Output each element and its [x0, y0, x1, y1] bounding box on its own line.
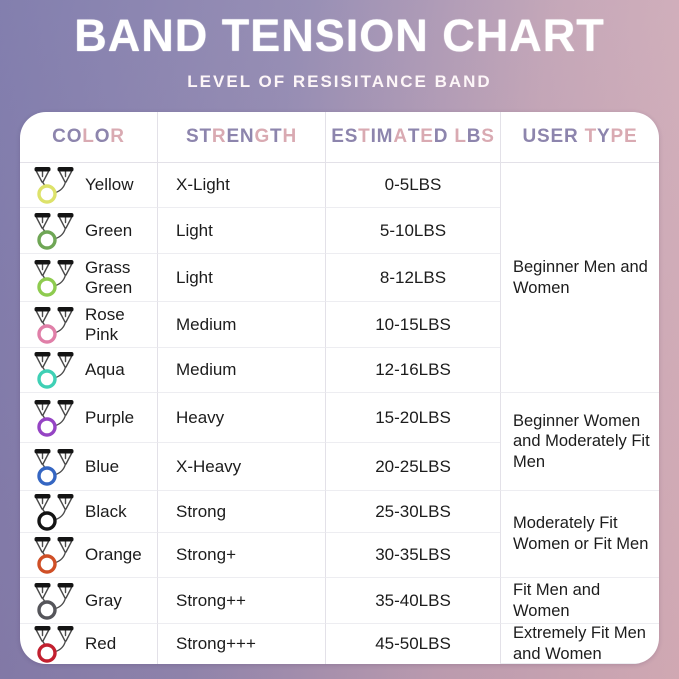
user-type-cell: Fit Men and Women	[500, 578, 659, 624]
estimated-lbs-cell: 45-50LBS	[325, 624, 500, 664]
color-cell: Aqua	[20, 348, 157, 393]
resistance-band-icon	[34, 626, 74, 663]
band-icon-box	[32, 581, 78, 621]
color-name: Grass Green	[85, 257, 133, 297]
resistance-band-icon	[34, 399, 74, 437]
color-name: Gray	[85, 590, 122, 610]
estimated-lbs-cell: 8-12LBS	[325, 254, 500, 302]
color-name: Aqua	[85, 360, 125, 380]
resistance-band-icon	[34, 352, 74, 389]
band-icon-box	[32, 305, 78, 345]
strength-cell: Strong+++	[157, 624, 325, 664]
strength-cell: X-Light	[157, 163, 325, 208]
color-cell: Gray	[20, 578, 157, 624]
estimated-lbs-cell: 35-40LBS	[325, 578, 500, 624]
color-cell: Blue	[20, 443, 157, 491]
user-type-cell: Beginner Men and Women	[500, 163, 659, 393]
strength-cell: Strong++	[157, 578, 325, 624]
band-icon-box	[32, 492, 78, 532]
resistance-band-icon	[34, 306, 74, 344]
page-title: BAND TENSION CHART	[74, 10, 605, 61]
resistance-band-icon	[34, 259, 74, 297]
estimated-lbs-cell: 25-30LBS	[325, 491, 500, 533]
estimated-lbs-cell: 30-35LBS	[325, 533, 500, 578]
color-cell: Green	[20, 208, 157, 254]
color-cell: Yellow	[20, 163, 157, 208]
estimated-lbs-cell: 5-10LBS	[325, 208, 500, 254]
estimated-lbs-cell: 12-16LBS	[325, 348, 500, 393]
color-cell: Rose Pink	[20, 302, 157, 348]
color-name: Purple	[85, 407, 135, 427]
band-icon-box	[32, 398, 78, 438]
band-icon-box	[32, 258, 78, 298]
strength-cell: X-Heavy	[157, 443, 325, 491]
band-icon-box	[32, 535, 78, 575]
page-subtitle: LEVEL OF RESISITANCE BAND	[187, 72, 492, 91]
user-type-cell: Beginner Women and Moderately Fit Men	[500, 393, 659, 491]
band-icon-box	[32, 211, 78, 251]
color-name: Yellow	[85, 175, 134, 195]
resistance-band-icon	[34, 448, 74, 486]
resistance-band-icon	[34, 493, 74, 531]
strength-cell: Light	[157, 208, 325, 254]
estimated-lbs-cell: 10-15LBS	[325, 302, 500, 348]
strength-cell: Strong	[157, 491, 325, 533]
estimated-lbs-cell: 0-5LBS	[325, 163, 500, 208]
band-icon-box	[32, 165, 78, 205]
color-cell: Grass Green	[20, 254, 157, 302]
color-name: Green	[85, 220, 133, 240]
estimated-lbs-cell: 15-20LBS	[325, 393, 500, 443]
band-icon-box	[32, 350, 78, 390]
color-name: Blue	[85, 456, 120, 476]
resistance-band-icon	[34, 167, 74, 204]
color-cell: Orange	[20, 533, 157, 578]
user-type-cell: Extremely Fit Men and Women	[500, 624, 659, 664]
color-name: Rose Pink	[85, 304, 125, 344]
color-cell: Red	[20, 624, 157, 664]
color-cell: Purple	[20, 393, 157, 443]
strength-cell: Medium	[157, 348, 325, 393]
strength-cell: Heavy	[157, 393, 325, 443]
resistance-band-icon	[34, 582, 74, 620]
color-cell: Black	[20, 491, 157, 533]
color-name: Red	[85, 634, 117, 654]
resistance-band-icon	[34, 212, 74, 250]
estimated-lbs-cell: 20-25LBS	[325, 443, 500, 491]
color-name: Black	[85, 501, 127, 521]
color-name: Orange	[85, 545, 142, 565]
user-type-cell: Moderately Fit Women or Fit Men	[500, 491, 659, 578]
strength-cell: Strong+	[157, 533, 325, 578]
band-icon-box	[32, 624, 78, 664]
resistance-band-icon	[34, 537, 74, 574]
band-icon-box	[32, 447, 78, 487]
strength-cell: Light	[157, 254, 325, 302]
strength-cell: Medium	[157, 302, 325, 348]
